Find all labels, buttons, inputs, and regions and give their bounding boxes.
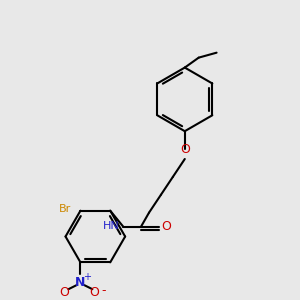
- Text: O: O: [60, 286, 70, 299]
- Text: -: -: [101, 284, 106, 297]
- Text: O: O: [89, 286, 99, 299]
- Text: Br: Br: [59, 204, 71, 214]
- Text: +: +: [83, 272, 92, 282]
- Text: N: N: [75, 276, 85, 289]
- Text: O: O: [161, 220, 171, 233]
- Text: HN: HN: [102, 220, 119, 231]
- Text: O: O: [180, 142, 190, 156]
